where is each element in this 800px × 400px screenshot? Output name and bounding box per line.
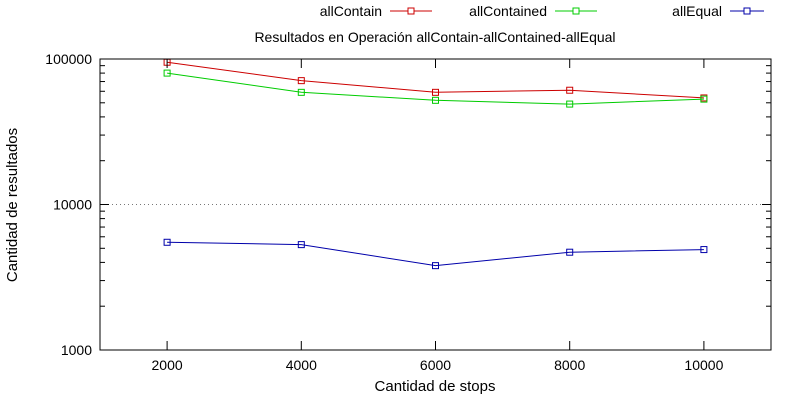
legend-marker-allcontain <box>407 7 415 15</box>
data-point-allcontained <box>566 100 574 108</box>
data-point-allcontained <box>700 95 708 103</box>
legend-label-allequal: allEqual <box>672 3 722 19</box>
data-point-allequal <box>163 238 171 246</box>
data-point-allequal <box>700 246 708 254</box>
tick-layer: 1000 10000 100000 2000 4000 6000 8000 10000 <box>45 51 771 373</box>
legend-label-allcontained: allContained <box>469 3 547 19</box>
data-point-allequal <box>297 241 305 249</box>
data-point-allcontained <box>297 88 305 96</box>
x-tick-label: 4000 <box>286 357 317 373</box>
x-tick-label: 2000 <box>152 357 183 373</box>
x-tick-label: 10000 <box>684 357 723 373</box>
legend-marker-allequal <box>743 7 751 15</box>
chart-title: Resultados en Operación allContain-allCo… <box>254 29 615 45</box>
legend-marker-allcontained <box>572 7 580 15</box>
series-line-allcontained <box>167 72 704 105</box>
y-axis-label: Cantidad de resultados <box>4 128 21 282</box>
legend-label-allcontain: allContain <box>320 3 382 19</box>
data-point-allequal <box>566 248 574 256</box>
data-point-allcontained <box>432 96 439 104</box>
y-tick-label: 1000 <box>61 342 92 358</box>
x-axis-label: Cantidad de stops <box>375 378 496 395</box>
x-tick-label: 8000 <box>554 357 585 373</box>
y-tick-label: 100000 <box>45 51 92 67</box>
data-point-allcontained <box>163 69 171 77</box>
series-line-allequal <box>167 241 704 267</box>
data-point-allcontain <box>297 77 305 85</box>
series-line-allcontain <box>167 61 704 99</box>
data-point-allequal <box>432 262 439 270</box>
series-layer <box>163 58 708 270</box>
legend: allContain allContained allEqual <box>320 3 764 19</box>
data-point-allcontain <box>432 88 439 96</box>
x-tick-label: 6000 <box>420 357 451 373</box>
y-tick-label: 10000 <box>53 197 92 213</box>
data-point-allcontain <box>566 86 574 94</box>
